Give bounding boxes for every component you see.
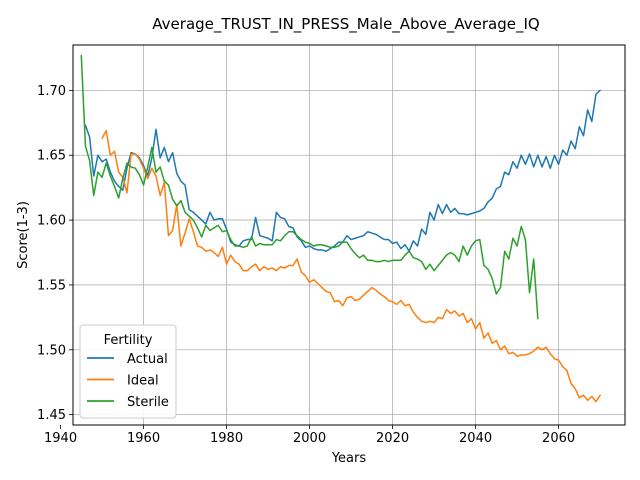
- x-tick-label: 2000: [293, 431, 326, 446]
- x-tick-label: 1960: [127, 431, 160, 446]
- y-tick-label: 1.45: [37, 408, 66, 423]
- x-axis-ticks: 1940 1960 1980 2000 2020 2040 2060: [44, 425, 575, 446]
- y-tick-label: 1.60: [37, 214, 66, 229]
- series-layer: [80, 54, 601, 403]
- plot-area-frame: [72, 44, 626, 426]
- y-tick-label: 1.70: [37, 84, 66, 99]
- legend-title: Fertility: [104, 333, 153, 348]
- y-tick-label: 1.55: [37, 278, 66, 293]
- x-tick-label: 2060: [542, 431, 575, 446]
- series-line-ideal: [101, 129, 601, 403]
- legend-label-ideal: Ideal: [127, 374, 159, 389]
- chart-title: Average_TRUST_IN_PRESS_Male_Above_Averag…: [152, 15, 539, 34]
- y-axis-ticks: 1.45 1.50 1.55 1.60 1.65 1.70: [37, 84, 73, 423]
- y-tick-label: 1.65: [37, 149, 66, 164]
- legend: Fertility Actual Ideal Sterile: [79, 324, 177, 419]
- x-axis-label: Years: [331, 451, 367, 466]
- legend-box: [79, 324, 177, 419]
- x-tick-label: 2020: [376, 431, 409, 446]
- x-tick-label: 2040: [459, 431, 492, 446]
- legend-label-actual: Actual: [127, 352, 168, 367]
- legend-entries: Actual Ideal Sterile: [87, 352, 169, 410]
- x-tick-label: 1980: [210, 431, 243, 446]
- y-axis-label: Score(1-3): [16, 201, 31, 269]
- legend-label-sterile: Sterile: [127, 395, 169, 410]
- series-line-sterile: [80, 54, 539, 320]
- y-tick-label: 1.50: [37, 343, 66, 358]
- x-tick-label: 1940: [44, 431, 77, 446]
